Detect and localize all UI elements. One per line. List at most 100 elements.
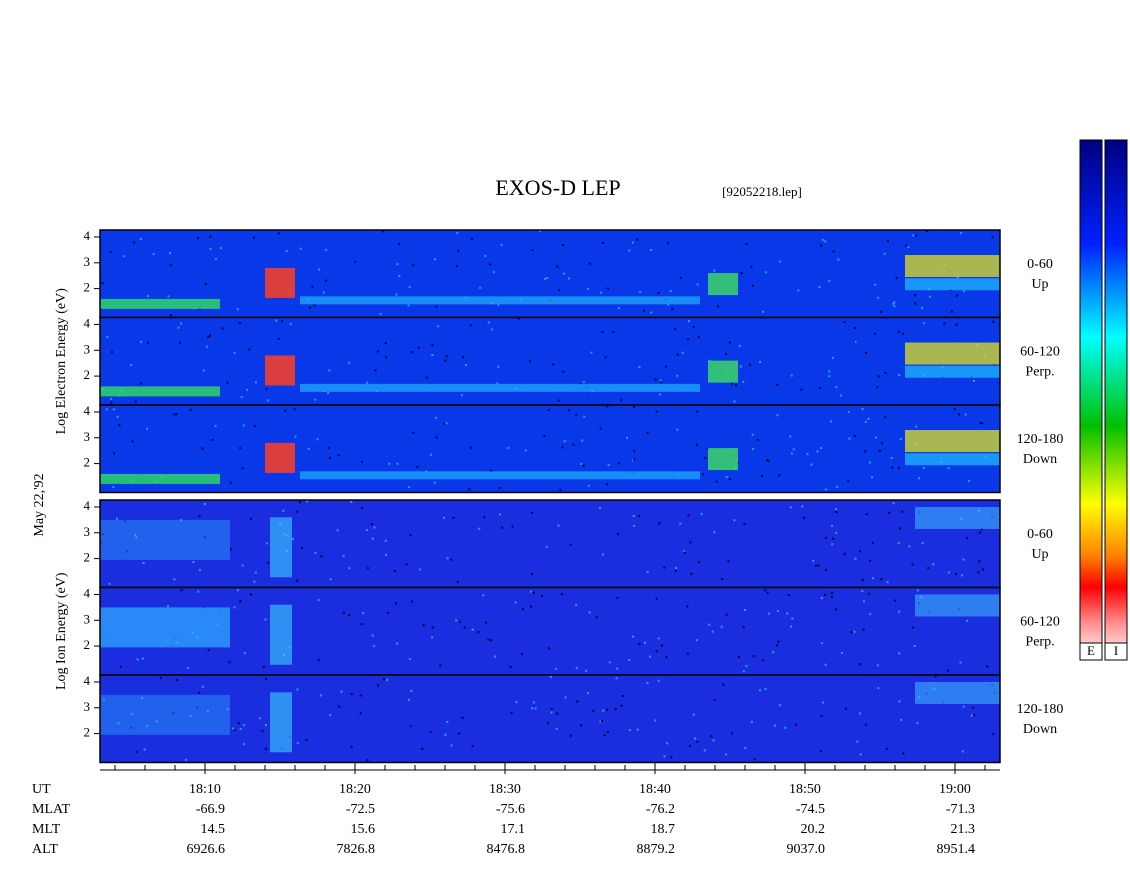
spectrogram-texture	[173, 413, 176, 416]
spectrogram-texture	[787, 593, 790, 596]
spectrogram-texture	[252, 236, 255, 239]
spectrogram-texture	[267, 561, 270, 564]
spectrogram-texture	[579, 724, 582, 727]
spectrogram-texture	[898, 700, 901, 703]
spectrogram-texture	[484, 621, 487, 624]
spectrogram-texture	[446, 557, 449, 560]
spectrogram-texture	[421, 747, 424, 750]
spectrogram-texture	[492, 271, 495, 274]
spectrogram-texture	[620, 399, 623, 402]
spectrogram-texture	[604, 356, 607, 359]
spectrogram-texture	[354, 260, 357, 263]
spectrogram-texture	[147, 341, 150, 344]
spectrogram-texture	[266, 399, 269, 402]
spectrogram-texture	[819, 447, 822, 450]
spectrogram-texture	[538, 230, 541, 233]
spectrogram-texture	[789, 435, 792, 438]
x-tick-label: 18:20	[339, 782, 371, 797]
spectrogram-texture	[675, 566, 678, 569]
spectrogram-texture	[823, 593, 826, 596]
y-tick-label: 2	[84, 280, 91, 295]
spectrogram-texture	[366, 381, 369, 384]
spectrogram-texture	[966, 619, 969, 622]
spectrogram-texture	[844, 707, 847, 710]
y-tick-label: 2	[84, 550, 91, 565]
spectrogram-texture	[385, 356, 388, 359]
spectrogram-texture	[728, 341, 731, 344]
spectrogram-texture	[886, 581, 889, 584]
spectrogram-texture	[228, 661, 231, 664]
spectrogram-texture	[962, 290, 965, 293]
panel-label: Perp.	[1025, 365, 1054, 380]
spectrogram-texture	[152, 253, 155, 256]
spectrogram-texture	[134, 400, 137, 403]
spectrogram-texture	[820, 715, 823, 718]
spectrogram-texture	[692, 326, 695, 329]
spectrogram-texture	[575, 667, 578, 670]
spectrogram-texture	[970, 714, 973, 717]
spectrogram-texture	[300, 546, 303, 549]
spectrogram-band	[100, 298, 220, 309]
spectrogram-texture	[209, 235, 212, 238]
spectrogram-texture	[725, 476, 728, 479]
spectrogram-texture	[103, 698, 106, 701]
spectrogram-texture	[892, 302, 895, 305]
spectrogram-texture	[864, 421, 867, 424]
spectrogram-texture	[430, 453, 433, 456]
spectrogram-texture	[189, 408, 192, 411]
spectrogram-texture	[739, 365, 742, 368]
spectrogram-texture	[689, 541, 692, 544]
spectrogram-texture	[897, 542, 900, 545]
spectrogram-texture	[704, 457, 707, 460]
spectrogram-texture	[681, 351, 684, 354]
spectrogram-texture	[139, 382, 142, 385]
spectrogram-texture	[663, 566, 666, 569]
y-tick-label: 2	[84, 725, 91, 740]
spectrogram-texture	[462, 356, 465, 359]
spectrogram-texture	[241, 564, 244, 567]
spectrogram-texture	[325, 248, 328, 251]
spectrogram-texture	[856, 740, 859, 743]
spectrogram-texture	[242, 424, 245, 427]
spectrogram-texture	[362, 612, 365, 615]
spectrogram-texture	[229, 481, 232, 484]
spectrogram-texture	[761, 659, 764, 662]
spectrogram-texture	[422, 624, 425, 627]
spectrogram-texture	[690, 572, 693, 575]
spectrogram-texture	[143, 748, 146, 751]
spectrogram-texture	[546, 277, 549, 280]
spectrogram-texture	[177, 326, 180, 329]
spectrogram-texture	[123, 519, 126, 522]
spectrogram-texture	[543, 434, 546, 437]
spectrogram-texture	[384, 539, 387, 542]
spectrogram-texture	[456, 581, 459, 584]
spectrogram-texture	[249, 593, 252, 596]
spectrogram-texture	[329, 578, 332, 581]
y-tick-label: 4	[84, 673, 91, 688]
ephemeris-value: 21.3	[951, 822, 976, 837]
spectrogram-texture	[262, 666, 265, 669]
spectrogram-texture	[575, 603, 578, 606]
spectrogram-texture	[639, 291, 642, 294]
spectrogram-texture	[456, 231, 459, 234]
spectrogram-texture	[396, 642, 399, 645]
date-label: May 22,'92	[32, 473, 47, 536]
spectrogram-texture	[136, 658, 139, 661]
spectrogram-texture	[817, 564, 820, 567]
ephemeris-value: -74.5	[796, 802, 825, 817]
spectrogram-texture	[876, 664, 879, 667]
spectrogram-texture	[912, 234, 915, 237]
y-tick-label: 3	[84, 254, 91, 269]
spectrogram-texture	[659, 379, 662, 382]
spectrogram-texture	[348, 614, 351, 617]
spectrogram-texture	[207, 336, 210, 339]
spectrogram-texture	[221, 327, 224, 330]
spectrogram-texture	[884, 371, 887, 374]
spectrogram-texture	[869, 560, 872, 563]
spectrogram-texture	[874, 283, 877, 286]
spectrogram-texture	[490, 328, 493, 331]
spectrogram-texture	[110, 401, 113, 404]
spectrogram-texture	[679, 522, 682, 525]
y-tick-label: 2	[84, 367, 91, 382]
spectrogram-texture	[986, 665, 989, 668]
